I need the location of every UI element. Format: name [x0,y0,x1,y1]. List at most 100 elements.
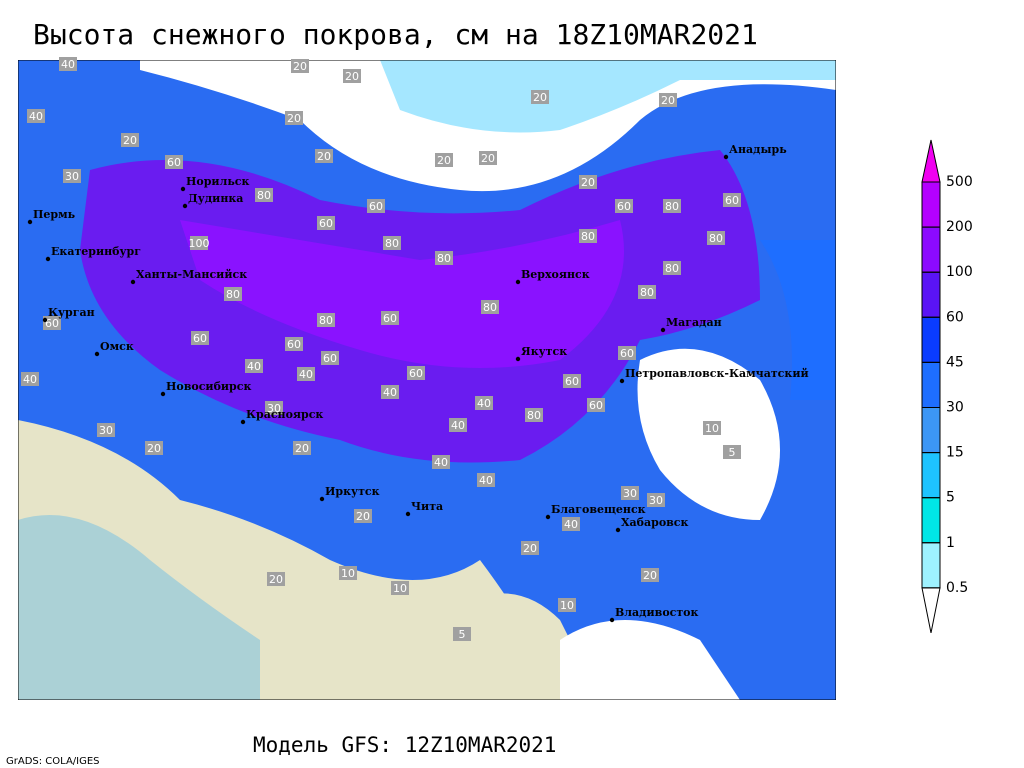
contour-label-box [563,374,581,388]
contour-label-box [435,251,453,265]
contour-label-box [638,285,656,299]
contour-label: 80 [226,288,240,301]
colorbar-box [921,316,941,363]
contour-label-box [481,300,499,314]
contour-label: 10 [705,422,719,435]
city-name: Верхоянск [521,268,590,281]
colorbar-label: 15 [946,445,964,461]
map [18,60,836,700]
city-name: Владивосток [615,606,699,619]
contour-label-box [647,493,665,507]
contour-label-box [618,346,636,360]
contour-label: 60 [319,217,333,230]
contour-label-box [435,153,453,167]
contour-label: 20 [661,94,675,107]
contour-label: 20 [345,70,359,83]
contour-label-box [663,261,681,275]
contour-label-box [587,398,605,412]
contour-label: 60 [620,347,634,360]
contour-label-box [453,627,471,641]
city-dot [545,514,551,520]
contour-label: 80 [483,301,497,314]
city-dot [405,511,411,517]
contour-label: 40 [247,360,261,373]
city-name: Ханты-Мансийск [136,268,247,281]
contour-label-box [339,566,357,580]
contour-label: 20 [437,154,451,167]
contour-label: 60 [323,352,337,365]
contour-label-box [317,216,335,230]
colorbar-label: 0.5 [946,580,968,596]
contour-label: 60 [167,156,181,169]
contour-label: 20 [581,176,595,189]
contour-label-box [43,316,61,330]
contour-label-box [449,418,467,432]
contour-label: 40 [61,58,75,71]
contour-label-box [293,441,311,455]
city-name: Новосибирск [166,380,251,393]
colorbar-box [921,542,941,589]
city-dot [515,356,521,362]
city-dot [319,496,325,502]
contour-label: 40 [434,456,448,469]
contour-label: 20 [523,542,537,555]
contour-label-box [558,598,576,612]
contour-label-box [224,287,242,301]
contour-label: 80 [437,252,451,265]
contour-label-box [267,572,285,586]
city-name: Хабаровск [621,516,688,529]
contour-label-box [521,541,539,555]
contour-label: 10 [341,567,355,580]
city-dot [27,219,33,225]
contour-label-box [475,396,493,410]
city-dot [182,203,188,209]
contour-label: 100 [189,237,210,250]
colorbar-label: 60 [946,309,964,325]
contour-label-box [121,133,139,147]
colorbar-cap [921,587,941,633]
contour-label-box [354,509,372,523]
contour-label-box [663,199,681,213]
contour-label: 40 [29,110,43,123]
contour-label-box [615,199,633,213]
city-dot [615,527,621,533]
city-name: Благовещенск [551,503,646,516]
contour-label: 60 [725,194,739,207]
colorbar-label: 5 [946,490,955,506]
contour-label-box [641,568,659,582]
contour-label: 20 [147,442,161,455]
contour-label: 20 [643,569,657,582]
colorbar-box [921,181,941,228]
city-name: Норильск [186,175,249,188]
contour-label: 80 [257,189,271,202]
contour-label: 60 [369,200,383,213]
contour-label: 60 [383,312,397,325]
city-dot [94,351,100,357]
colorbar-label: 45 [946,354,964,370]
contour-label-box [479,151,497,165]
city-name: Курган [48,306,95,319]
colorbar-label: 500 [946,174,973,190]
contour-label-box [255,188,273,202]
colorbar-cap [921,139,941,183]
colorbar-box [921,361,941,408]
contour-label: 10 [393,582,407,595]
contour-label-box [531,90,549,104]
city-name: Екатеринбург [51,245,141,258]
city-dot [45,256,51,262]
contour-label: 60 [193,332,207,345]
city-dot [723,154,729,160]
contour-label-box [723,193,741,207]
title: Высота снежного покрова, см на 18Z10MAR2… [33,18,758,51]
contour-label: 5 [459,628,466,641]
city-dot [660,327,666,333]
contour-label-box [381,311,399,325]
contour-label-box [343,69,361,83]
contour-label-box [723,445,741,459]
colorbar-label: 30 [946,400,964,416]
contour-label-box [562,517,580,531]
colorbar-label: 1 [946,535,955,551]
contour-label-box [97,423,115,437]
